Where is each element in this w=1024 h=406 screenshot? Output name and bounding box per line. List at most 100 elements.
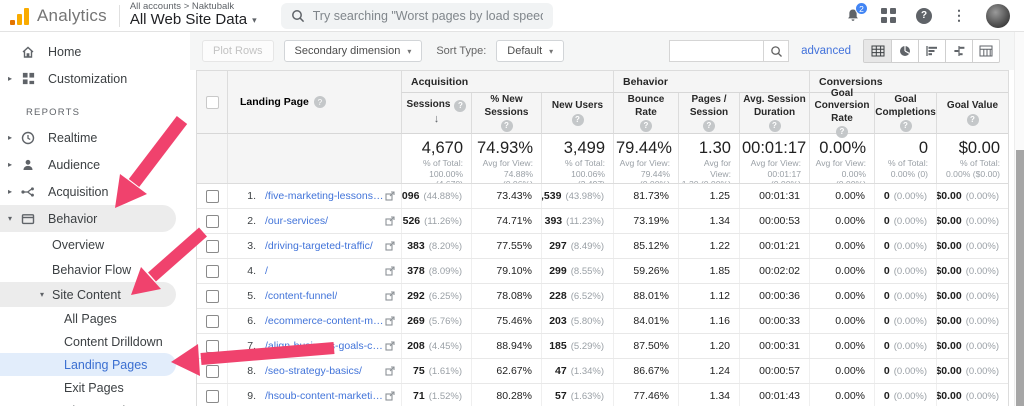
sidebar-item-exit-pages[interactable]: Exit Pages [0, 376, 190, 399]
open-in-new-icon[interactable] [385, 291, 395, 301]
performance-view-button[interactable] [918, 40, 945, 62]
sort-type-label: Sort Type: [436, 45, 487, 57]
select-all-checkbox[interactable] [205, 95, 219, 109]
pages-session-cell: 1.85 [678, 259, 739, 283]
landing-page-cell: 1. /five-marketing-lessons-amazon/ [227, 184, 401, 208]
product-name: Analytics [37, 5, 107, 25]
sidebar-item-behavior-flow[interactable]: Behavior Flow [0, 257, 190, 282]
notification-badge: 2 [855, 2, 868, 15]
bounce-rate-cell: 84.01% [613, 309, 678, 333]
landing-page-link[interactable]: /content-funnel/ [265, 290, 338, 302]
totals-label-cell [227, 134, 401, 183]
landing-page-link[interactable]: / [265, 265, 268, 277]
sidebar-item-home[interactable]: Home [0, 38, 190, 65]
pivot-view-button[interactable] [972, 40, 999, 62]
table-search-button[interactable] [763, 40, 790, 62]
pct-new-sessions-cell: 79.10% [471, 259, 541, 283]
sidebar-item-all-pages[interactable]: All Pages [0, 307, 190, 330]
open-in-new-icon[interactable] [385, 191, 395, 201]
secondary-dimension-button[interactable]: Secondary dimension ▾ [283, 40, 423, 62]
comparison-view-button[interactable] [945, 40, 972, 62]
table-view-button[interactable] [864, 40, 891, 62]
column-header-pct-new-sessions[interactable]: % New Sessions ? [471, 93, 541, 134]
sessions-cell: 269 (5.76%) [401, 309, 471, 333]
search-input[interactable] [312, 8, 543, 23]
sidebar-item-overview[interactable]: Overview [0, 232, 190, 257]
caret-right-icon: ▸ [7, 160, 12, 169]
open-in-new-icon[interactable] [385, 316, 395, 326]
column-header-goal-value[interactable]: Goal Value ? [936, 93, 1008, 134]
landing-page-link[interactable]: /five-marketing-lessons-amazon/ [265, 190, 385, 202]
row-checkbox[interactable] [205, 314, 219, 328]
column-header-goal-conversion-rate[interactable]: Goal Conversion Rate ? [809, 88, 874, 139]
notifications-button[interactable]: 2 [845, 2, 868, 24]
sidebar-item-site-content[interactable]: ▾ Site Content [0, 282, 176, 307]
goal-value-cell: $0.00 (0.00%) [936, 234, 1008, 258]
row-checkbox[interactable] [205, 264, 219, 278]
sidebar-item-audience[interactable]: ▸ Audience [0, 151, 190, 178]
landing-page-link[interactable]: /hsoub-content-marketing/ [265, 390, 385, 402]
sidebar-item-customization[interactable]: ▸ Customization [0, 65, 190, 92]
advanced-filter-link[interactable]: advanced [801, 45, 851, 57]
caret-down-icon: ▾ [7, 214, 12, 223]
goal-value-cell: $0.00 (0.00%) [936, 209, 1008, 233]
row-checkbox[interactable] [205, 389, 219, 403]
kebab-menu-icon[interactable]: ⋮ [952, 7, 966, 23]
landing-page-link[interactable]: /ecommerce-content-marketing/ [265, 315, 385, 327]
landing-page-link[interactable]: /seo-strategy-basics/ [265, 365, 362, 377]
column-header-sessions[interactable]: Sessions ? ↓ [401, 93, 471, 134]
avatar[interactable] [986, 3, 1010, 28]
column-header-new-users[interactable]: New Users ? [541, 93, 613, 134]
row-checkbox[interactable] [205, 289, 219, 303]
row-checkbox[interactable] [205, 239, 219, 253]
sidebar-item-site-speed[interactable]: Site Speed [0, 399, 190, 406]
row-checkbox[interactable] [205, 189, 219, 203]
account-switcher[interactable]: All accounts > Naktubalk All Web Site Da… [129, 1, 257, 29]
acquisition-icon [20, 184, 36, 200]
pages-session-cell: 1.34 [678, 209, 739, 233]
row-checkbox[interactable] [205, 364, 219, 378]
table-header: Landing Page ? Acquisition Behavior Conv… [197, 71, 1008, 139]
global-search[interactable] [280, 2, 553, 29]
column-header-bounce-rate[interactable]: Bounce Rate ? [613, 93, 678, 134]
goal-completions-cell: 0 (0.00%) [874, 209, 936, 233]
column-header-landing-page[interactable]: Landing Page ? [227, 71, 401, 134]
apps-grid-icon[interactable] [881, 8, 896, 23]
column-header-avg-session-duration[interactable]: Avg. Session Duration ? [739, 93, 809, 134]
sidebar-item-landing-pages[interactable]: Landing Pages [0, 353, 176, 376]
report-toolbar: Plot Rows Secondary dimension ▾ Sort Typ… [190, 32, 1024, 70]
goal-completions-cell: 0 (0.00%) [874, 234, 936, 258]
open-in-new-icon[interactable] [385, 366, 395, 376]
open-in-new-icon[interactable] [385, 391, 395, 401]
goal-conversion-rate-cell: 0.00% [809, 259, 874, 283]
sort-type-dropdown[interactable]: Default ▾ [496, 40, 565, 62]
landing-page-link[interactable]: /driving-targeted-traffic/ [265, 240, 373, 252]
sidebar-item-acquisition[interactable]: ▸ Acquisition [0, 178, 190, 205]
column-header-pages-session[interactable]: Pages / Session ? [678, 93, 739, 134]
table-filter-input[interactable] [669, 40, 764, 62]
scrollbar-thumb[interactable] [1016, 150, 1024, 406]
avg-session-duration-cell: 00:01:43 [739, 384, 809, 406]
analytics-logo-icon[interactable] [10, 7, 29, 25]
open-in-new-icon[interactable] [385, 241, 395, 251]
row-checkbox[interactable] [205, 214, 219, 228]
vertical-scrollbar[interactable] [1014, 32, 1024, 406]
sidebar-item-content-drilldown[interactable]: Content Drilldown [0, 330, 190, 353]
goal-value-cell: $0.00 (0.00%) [936, 384, 1008, 406]
view-title: All Web Site Data [129, 11, 248, 29]
percentage-view-button[interactable] [891, 40, 918, 62]
row-checkbox[interactable] [205, 339, 219, 353]
sidebar-item-realtime[interactable]: ▸ Realtime [0, 124, 190, 151]
plot-rows-button[interactable]: Plot Rows [202, 40, 274, 62]
open-in-new-icon[interactable] [385, 266, 395, 276]
goal-value-cell: $0.00 (0.00%) [936, 359, 1008, 383]
help-button[interactable]: ? [916, 7, 932, 24]
open-in-new-icon[interactable] [385, 216, 395, 226]
table-row: 2. /our-services/ 526 (11.26%) 74.71% 393… [197, 209, 1008, 234]
open-in-new-icon[interactable] [385, 341, 395, 351]
sidebar-item-behavior[interactable]: ▾ Behavior [0, 205, 176, 232]
column-header-goal-completions[interactable]: Goal Completions ? [874, 93, 936, 134]
total-pages-session: 1.30 Avg for View: 1.30 (0.00%) [678, 134, 739, 183]
landing-page-link[interactable]: /align-business-goals-content/ [265, 340, 385, 352]
landing-page-link[interactable]: /our-services/ [265, 215, 329, 227]
